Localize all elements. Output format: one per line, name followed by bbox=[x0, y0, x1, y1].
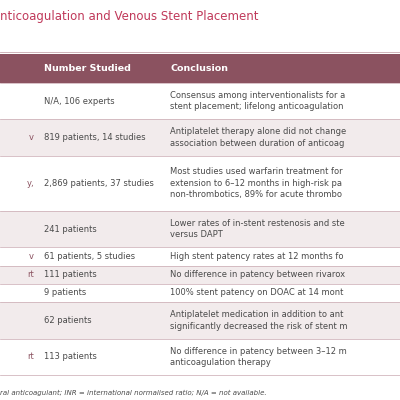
Text: Most studies used warfarin treatment for
extension to 6–12 months in high-risk p: Most studies used warfarin treatment for… bbox=[170, 167, 343, 199]
Bar bbox=[0, 83, 400, 119]
Text: Antiplatelet therapy alone did not change
association between duration of antico: Antiplatelet therapy alone did not chang… bbox=[170, 127, 346, 148]
Bar bbox=[0, 266, 400, 284]
Text: 61 patients, 5 studies: 61 patients, 5 studies bbox=[44, 252, 135, 261]
Text: High stent patency rates at 12 months fo: High stent patency rates at 12 months fo bbox=[170, 252, 344, 261]
Bar bbox=[0, 54, 400, 83]
Text: Lower rates of in-stent restenosis and ste
versus DAPT: Lower rates of in-stent restenosis and s… bbox=[170, 219, 345, 239]
Bar bbox=[0, 284, 400, 302]
Text: 111 patients: 111 patients bbox=[44, 270, 97, 279]
Bar bbox=[0, 211, 400, 247]
Text: Number Studied: Number Studied bbox=[44, 64, 131, 73]
Text: Consensus among interventionalists for a
stent placement; lifelong anticoagulati: Consensus among interventionalists for a… bbox=[170, 91, 345, 111]
Text: 113 patients: 113 patients bbox=[44, 352, 97, 362]
Text: 241 patients: 241 patients bbox=[44, 224, 97, 234]
Text: 62 patients: 62 patients bbox=[44, 316, 92, 325]
Text: N/A, 106 experts: N/A, 106 experts bbox=[44, 96, 115, 106]
Text: 819 patients, 14 studies: 819 patients, 14 studies bbox=[44, 133, 146, 142]
Bar bbox=[0, 339, 400, 375]
Text: No difference in patency between rivarox: No difference in patency between rivarox bbox=[170, 270, 345, 279]
Text: Conclusion: Conclusion bbox=[170, 64, 228, 73]
Text: 100% stent patency on DOAC at 14 mont: 100% stent patency on DOAC at 14 mont bbox=[170, 288, 343, 298]
Text: v: v bbox=[29, 252, 34, 261]
Text: nticoagulation and Venous Stent Placement: nticoagulation and Venous Stent Placemen… bbox=[0, 10, 258, 23]
Text: rt: rt bbox=[27, 352, 34, 362]
Text: Antiplatelet medication in addition to ant
significantly decreased the risk of s: Antiplatelet medication in addition to a… bbox=[170, 310, 348, 330]
Bar bbox=[0, 247, 400, 266]
Bar bbox=[0, 302, 400, 339]
Text: v: v bbox=[29, 133, 34, 142]
Text: 2,869 patients, 37 studies: 2,869 patients, 37 studies bbox=[44, 179, 154, 188]
Text: 9 patients: 9 patients bbox=[44, 288, 86, 298]
Text: ral anticoagulant; INR = international normalised ratio; N/A = not available.: ral anticoagulant; INR = international n… bbox=[0, 390, 267, 396]
Text: y,: y, bbox=[26, 179, 34, 188]
Text: rt: rt bbox=[27, 270, 34, 279]
Bar bbox=[0, 119, 400, 156]
Text: No difference in patency between 3–12 m
anticoagulation therapy: No difference in patency between 3–12 m … bbox=[170, 347, 347, 367]
